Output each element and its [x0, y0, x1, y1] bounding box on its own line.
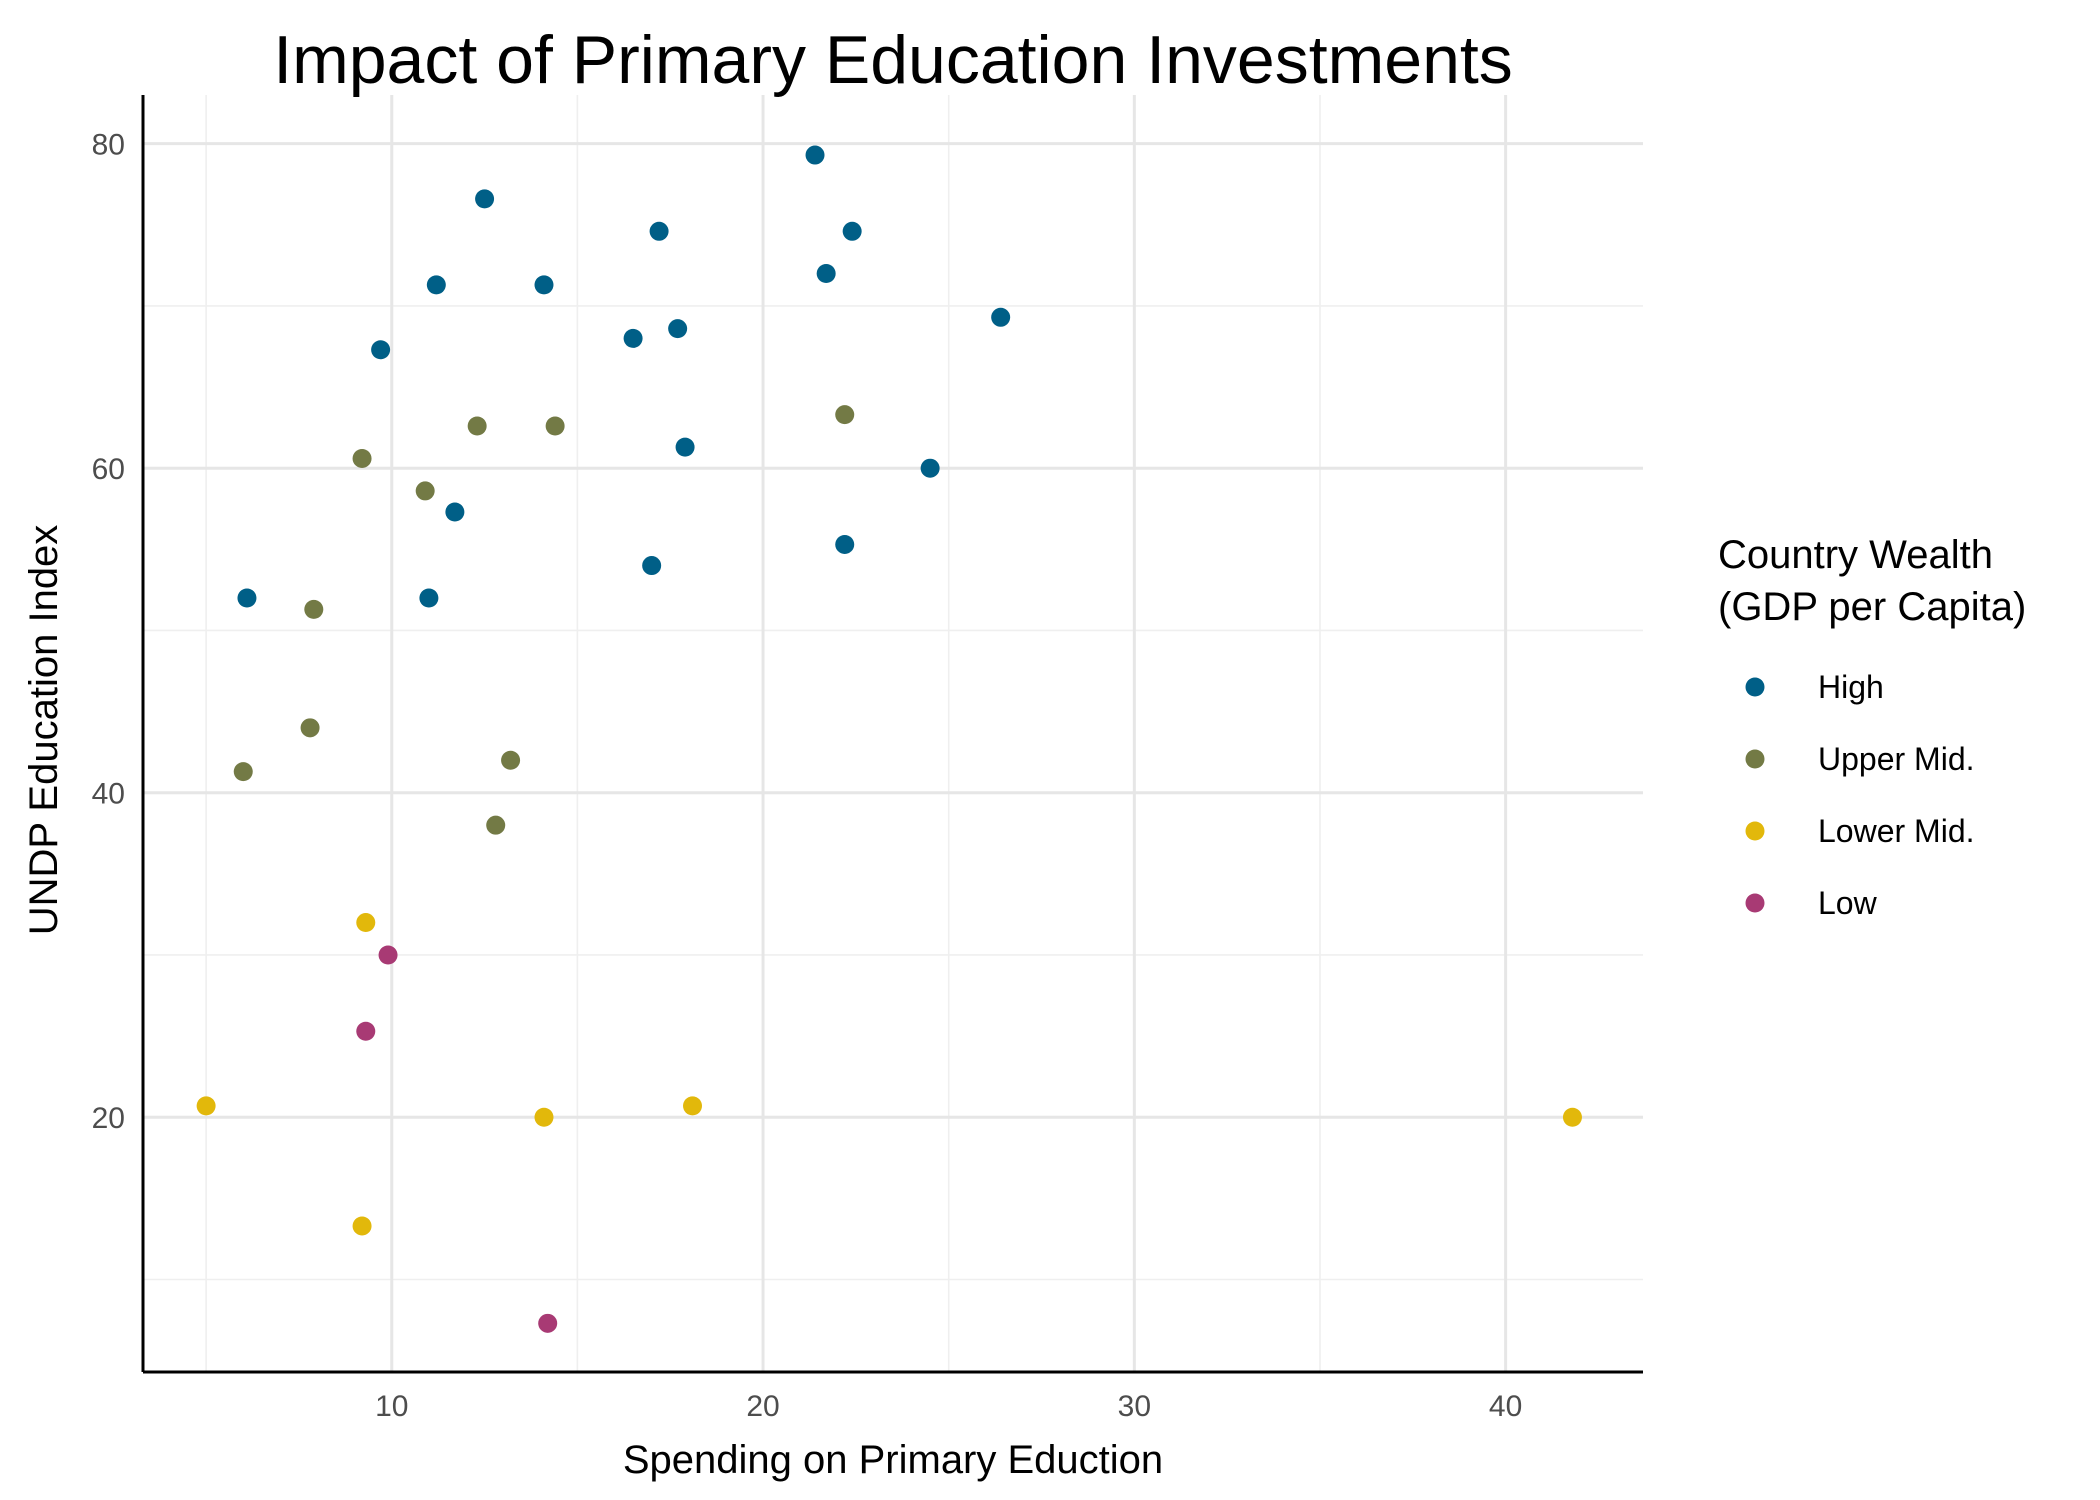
legend-key-high	[1745, 677, 1765, 697]
data-point-high	[805, 145, 825, 165]
data-point-high	[816, 263, 836, 283]
data-point-high	[445, 502, 465, 522]
data-point-upper-mid	[467, 416, 487, 436]
x-tick-label: 10	[375, 1390, 408, 1423]
data-point-lower-mid	[1562, 1107, 1582, 1127]
data-point-high	[668, 319, 688, 339]
x-tick-label: 20	[746, 1390, 779, 1423]
y-tick-label: 80	[92, 129, 125, 162]
data-point-upper-mid	[352, 448, 372, 468]
data-point-lower-mid	[534, 1107, 554, 1127]
y-axis-ticks: 20 40 60 80	[92, 129, 125, 1136]
data-point-high	[237, 588, 257, 608]
data-point-low	[356, 1021, 376, 1041]
data-point-high	[642, 556, 662, 576]
legend-key-lower-mid	[1745, 821, 1765, 841]
data-point-upper-mid	[300, 718, 320, 738]
data-point-lower-mid	[356, 913, 376, 933]
legend-label-upper-mid: Upper Mid.	[1818, 741, 1975, 777]
data-point-high	[991, 307, 1011, 327]
data-point-high	[649, 221, 669, 241]
data-point-upper-mid	[835, 405, 855, 425]
data-point-lower-mid	[352, 1216, 372, 1236]
data-point-high	[675, 437, 695, 457]
x-tick-label: 30	[1118, 1390, 1151, 1423]
data-point-high	[835, 534, 855, 554]
legend-key-upper-mid	[1745, 749, 1765, 769]
data-point-high	[371, 340, 391, 360]
data-point-high	[920, 458, 940, 478]
data-point-high	[623, 328, 643, 348]
x-axis-ticks: 10 20 30 40	[375, 1390, 1522, 1423]
data-points	[196, 145, 1582, 1333]
y-axis-title: UNDP Education Index	[22, 525, 66, 936]
data-point-upper-mid	[545, 416, 565, 436]
data-point-upper-mid	[304, 599, 324, 619]
data-point-lower-mid	[196, 1096, 216, 1116]
data-point-high	[534, 275, 554, 295]
data-point-high	[419, 588, 439, 608]
data-point-high	[426, 275, 446, 295]
data-point-upper-mid	[415, 481, 435, 501]
y-tick-label: 40	[92, 778, 125, 811]
data-point-upper-mid	[501, 750, 521, 770]
legend-key-low	[1745, 893, 1765, 913]
data-point-high	[475, 189, 495, 209]
legend-label-low: Low	[1818, 885, 1878, 921]
legend-label-lower-mid: Lower Mid.	[1818, 813, 1975, 849]
y-tick-label: 20	[92, 1102, 125, 1135]
x-axis-title: Spending on Primary Eduction	[623, 1438, 1163, 1482]
legend-title-line-2: (GDP per Capita)	[1718, 585, 2026, 629]
data-point-low	[378, 945, 398, 965]
x-tick-label: 40	[1489, 1390, 1522, 1423]
chart-title: Impact of Primary Education Investments	[273, 22, 1513, 98]
data-point-low	[538, 1313, 558, 1333]
legend-title-line-1: Country Wealth	[1718, 533, 1993, 577]
y-tick-label: 60	[92, 453, 125, 486]
data-point-upper-mid	[233, 762, 253, 782]
data-point-upper-mid	[486, 815, 506, 835]
legend-items: High Upper Mid. Lower Mid. Low	[1745, 669, 1975, 921]
data-point-lower-mid	[683, 1096, 703, 1116]
legend-label-high: High	[1818, 669, 1884, 705]
legend: Country Wealth (GDP per Capita) High Uppe…	[1718, 533, 2026, 921]
data-point-high	[842, 221, 862, 241]
